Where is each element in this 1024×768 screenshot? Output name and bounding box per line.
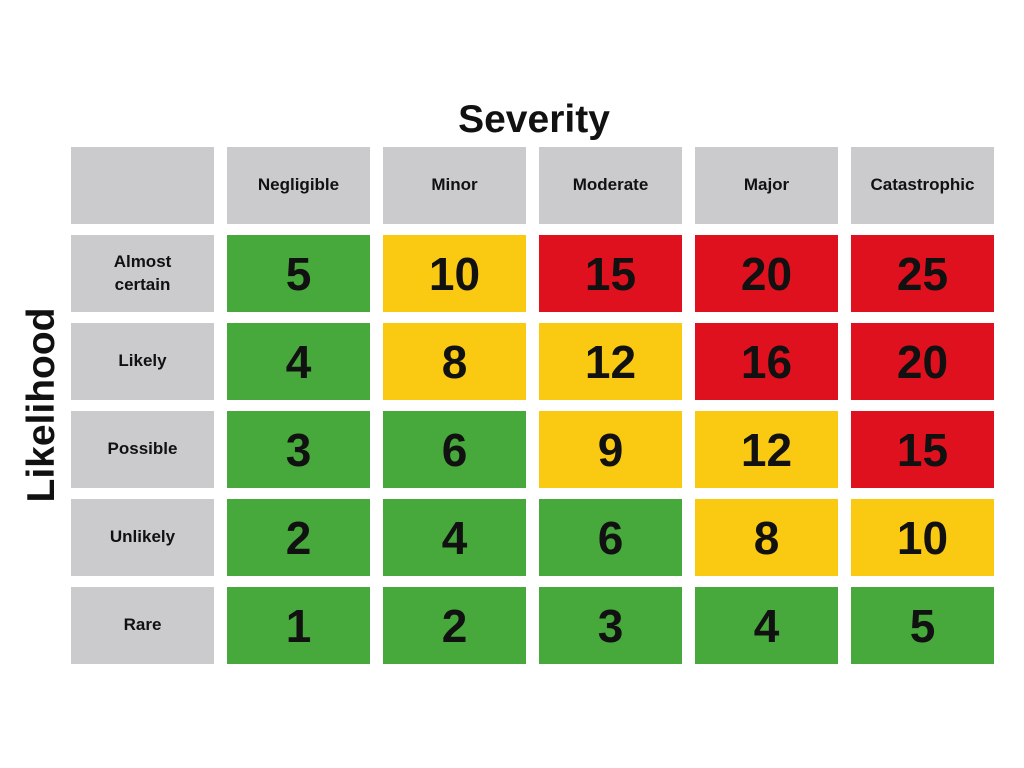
- row-header-almost-certain: Almost certain: [71, 235, 214, 312]
- risk-cell-possible-moderate: 9: [539, 411, 682, 488]
- risk-cell-likely-major: 16: [695, 323, 838, 400]
- risk-cell-likely-negligible: 4: [227, 323, 370, 400]
- row-header-rare: Rare: [71, 587, 214, 664]
- corner-cell: [71, 147, 214, 224]
- column-header-minor: Minor: [383, 147, 526, 224]
- column-header-catastrophic: Catastrophic: [851, 147, 994, 224]
- risk-cell-possible-major: 12: [695, 411, 838, 488]
- column-header-negligible: Negligible: [227, 147, 370, 224]
- risk-cell-unlikely-moderate: 6: [539, 499, 682, 576]
- risk-cell-almost-certain-minor: 10: [383, 235, 526, 312]
- risk-cell-unlikely-catastrophic: 10: [851, 499, 994, 576]
- risk-cell-possible-catastrophic: 15: [851, 411, 994, 488]
- column-header-major: Major: [695, 147, 838, 224]
- risk-cell-rare-catastrophic: 5: [851, 587, 994, 664]
- row-header-possible: Possible: [71, 411, 214, 488]
- risk-cell-likely-catastrophic: 20: [851, 323, 994, 400]
- row-header-likely: Likely: [71, 323, 214, 400]
- risk-cell-unlikely-minor: 4: [383, 499, 526, 576]
- risk-cell-possible-minor: 6: [383, 411, 526, 488]
- risk-cell-unlikely-major: 8: [695, 499, 838, 576]
- likelihood-axis-title: Likelihood: [20, 307, 63, 503]
- row-header-unlikely: Unlikely: [71, 499, 214, 576]
- risk-cell-almost-certain-negligible: 5: [227, 235, 370, 312]
- risk-cell-possible-negligible: 3: [227, 411, 370, 488]
- severity-axis-title: Severity: [458, 98, 610, 141]
- column-header-moderate: Moderate: [539, 147, 682, 224]
- risk-cell-almost-certain-catastrophic: 25: [851, 235, 994, 312]
- risk-cell-rare-minor: 2: [383, 587, 526, 664]
- risk-cell-unlikely-negligible: 2: [227, 499, 370, 576]
- risk-cell-rare-moderate: 3: [539, 587, 682, 664]
- risk-matrix: Negligible Minor Moderate Major Catastrophic…: [71, 147, 994, 664]
- risk-cell-rare-negligible: 1: [227, 587, 370, 664]
- risk-cell-almost-certain-major: 20: [695, 235, 838, 312]
- risk-cell-likely-minor: 8: [383, 323, 526, 400]
- risk-cell-almost-certain-moderate: 15: [539, 235, 682, 312]
- risk-cell-likely-moderate: 12: [539, 323, 682, 400]
- risk-cell-rare-major: 4: [695, 587, 838, 664]
